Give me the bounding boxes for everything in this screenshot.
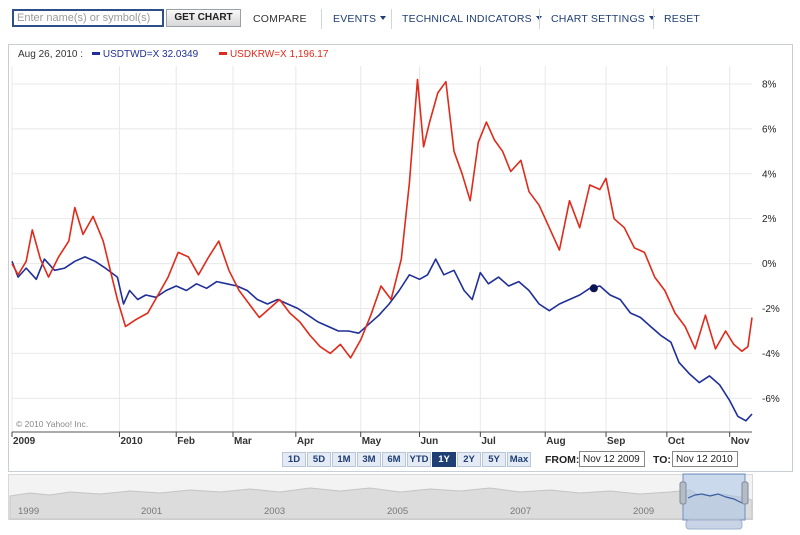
y-tick-label: 0% [762, 259, 777, 270]
y-tick-label: 2% [762, 214, 777, 225]
chart-settings-menu[interactable]: CHART SETTINGS [551, 13, 656, 25]
x-tick-label: Nov [731, 436, 750, 447]
range-button-1m[interactable]: 1M [332, 452, 356, 467]
copyright-text: © 2010 Yahoo! Inc. [16, 419, 88, 429]
navigator-year-label: 2003 [264, 506, 286, 517]
from-date-input[interactable] [579, 451, 645, 467]
range-button-6m[interactable]: 6M [382, 452, 406, 467]
symbol-search-input[interactable] [12, 9, 164, 27]
legend-swatch-usdtwd [91, 52, 100, 55]
range-button-5y[interactable]: 5Y [482, 452, 506, 467]
navigator-year-label: 2009 [633, 506, 655, 517]
from-label: FROM: [545, 454, 580, 466]
x-tick-label: May [362, 436, 382, 447]
y-tick-label: 6% [762, 124, 777, 135]
range-button-1d[interactable]: 1D [282, 452, 306, 467]
range-button-ytd[interactable]: YTD [407, 452, 431, 467]
series-line-usdtwd-x [11, 256, 753, 422]
legend-label-usdkrw: USDKRW=X 1,196.17 [229, 49, 329, 60]
y-tick-label: -4% [762, 349, 780, 360]
chevron-down-icon [535, 16, 542, 20]
plot-background [12, 66, 752, 432]
legend-swatch-usdkrw [218, 52, 227, 55]
events-menu[interactable]: EVENTS [333, 13, 387, 25]
x-tick-label: 2009 [13, 436, 36, 447]
chart-grid [11, 66, 752, 432]
y-tick-label: -2% [762, 304, 780, 315]
y-tick-label: 8% [762, 79, 777, 90]
toolbar-divider [391, 9, 392, 29]
x-tick-label: Jun [421, 436, 439, 447]
x-tick-label: Feb [177, 436, 195, 447]
range-button-3m[interactable]: 3M [357, 452, 381, 467]
compare-link[interactable]: COMPARE [253, 13, 307, 25]
x-axis-ticks: 2009 2010 Feb Mar Apr May Jun Jul Aug Sep Oct Nov [11, 431, 752, 447]
series-line-usdkrw-x [11, 78, 753, 359]
to-date-input[interactable] [672, 451, 738, 467]
navigator-year-label: 2001 [141, 506, 163, 517]
x-tick-label: 2010 [120, 436, 143, 447]
legend-label-usdtwd: USDTWD=X 32.0349 [102, 49, 199, 60]
y-tick-label: -6% [762, 394, 780, 405]
chevron-down-icon [649, 16, 656, 20]
chevron-down-icon [380, 16, 387, 20]
chart-legend: Aug 26, 2010 : USDTWD=X 32.0349 USDKRW=X… [18, 49, 328, 63]
x-tick-label: Mar [234, 436, 252, 447]
x-tick-label: Sep [607, 436, 625, 447]
navigator-year-label: 1999 [18, 506, 40, 517]
toolbar-divider [539, 9, 540, 29]
range-button-5d[interactable]: 5D [307, 452, 331, 467]
get-chart-button[interactable]: GET CHART [166, 9, 241, 27]
chart-settings-label: CHART SETTINGS [551, 13, 646, 25]
to-label: TO: [653, 454, 671, 466]
reset-link[interactable]: RESET [664, 13, 701, 25]
range-button-2y[interactable]: 2Y [457, 452, 481, 467]
navigator-year-label: 2007 [510, 506, 532, 517]
range-button-1y[interactable]: 1Y [432, 452, 456, 467]
navigator-year-label: 2005 [387, 506, 409, 517]
chart-toolbar: GET CHART COMPARE EVENTS TECHNICAL INDIC… [0, 0, 800, 38]
x-tick-label: Apr [297, 436, 314, 447]
y-tick-label: 4% [762, 169, 777, 180]
toolbar-divider [321, 9, 322, 29]
events-label: EVENTS [333, 13, 377, 25]
chart-series-lines [11, 78, 753, 422]
highlight-point-marker [589, 284, 598, 293]
y-axis-ticks: 8% 6% 4% 2% 0% -2% -4% -6% [762, 79, 780, 404]
toolbar-divider [653, 9, 654, 29]
x-tick-label: Jul [481, 436, 496, 447]
technical-indicators-label: TECHNICAL INDICATORS [402, 13, 532, 25]
chart-frame [8, 44, 793, 472]
x-tick-label: Oct [668, 436, 685, 447]
x-tick-label: Aug [546, 436, 565, 447]
technical-indicators-menu[interactable]: TECHNICAL INDICATORS [402, 13, 542, 25]
legend-date: Aug 26, 2010 : [18, 49, 84, 60]
range-button-max[interactable]: Max [507, 452, 531, 467]
